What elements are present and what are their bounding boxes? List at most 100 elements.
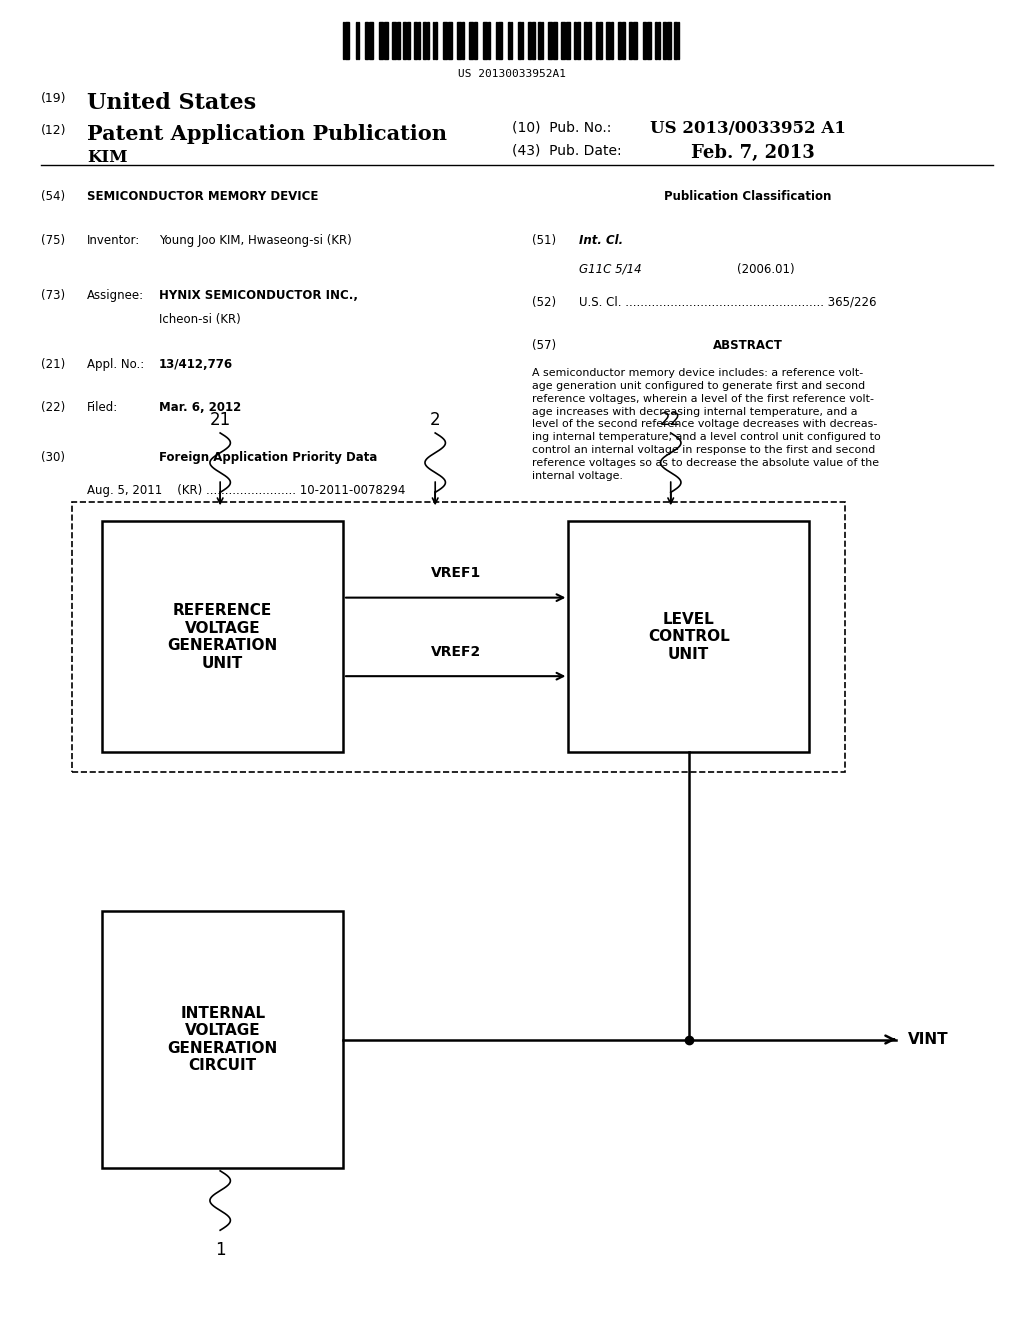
Bar xyxy=(622,22,625,59)
Bar xyxy=(435,22,436,59)
Bar xyxy=(538,22,541,59)
Text: U.S. Cl. ..................................................... 365/226: U.S. Cl. ...............................… xyxy=(579,296,877,309)
Bar xyxy=(496,22,497,59)
Bar xyxy=(407,22,410,59)
Bar xyxy=(565,22,569,59)
Text: United States: United States xyxy=(87,92,256,115)
Bar xyxy=(610,22,613,59)
Text: (21): (21) xyxy=(41,358,66,371)
Text: Feb. 7, 2013: Feb. 7, 2013 xyxy=(691,144,815,162)
Bar xyxy=(483,22,487,59)
Text: 22: 22 xyxy=(660,411,681,429)
Bar xyxy=(403,22,406,59)
Text: Inventor:: Inventor: xyxy=(87,234,140,247)
Bar xyxy=(618,22,621,59)
Text: (22): (22) xyxy=(41,401,66,414)
Bar xyxy=(630,22,632,59)
Text: REFERENCE
VOLTAGE
GENERATION
UNIT: REFERENCE VOLTAGE GENERATION UNIT xyxy=(168,603,278,671)
Bar xyxy=(433,22,434,59)
Text: LEVEL
CONTROL
UNIT: LEVEL CONTROL UNIT xyxy=(648,612,729,661)
Bar xyxy=(528,22,530,59)
Text: Mar. 6, 2012: Mar. 6, 2012 xyxy=(159,401,241,414)
Bar xyxy=(605,22,609,59)
Text: Appl. No.:: Appl. No.: xyxy=(87,358,144,371)
Bar xyxy=(522,22,523,59)
Bar xyxy=(518,22,521,59)
Bar xyxy=(499,22,502,59)
Bar xyxy=(343,22,344,59)
Bar xyxy=(675,22,677,59)
Text: (57): (57) xyxy=(532,339,557,352)
Text: (12): (12) xyxy=(41,124,67,137)
Text: (10)  Pub. No.:: (10) Pub. No.: xyxy=(512,120,611,135)
Text: VREF1: VREF1 xyxy=(430,566,481,581)
Text: Patent Application Publication: Patent Application Publication xyxy=(87,124,447,144)
Text: Assignee:: Assignee: xyxy=(87,289,144,302)
Text: SEMICONDUCTOR MEMORY DEVICE: SEMICONDUCTOR MEMORY DEVICE xyxy=(87,190,318,203)
Bar xyxy=(542,22,543,59)
Text: US 20130033952A1: US 20130033952A1 xyxy=(458,69,566,79)
Bar xyxy=(355,22,357,59)
Bar xyxy=(643,22,646,59)
Bar xyxy=(647,22,651,59)
Text: (73): (73) xyxy=(41,289,66,302)
Text: 13/412,776: 13/412,776 xyxy=(159,358,232,371)
FancyBboxPatch shape xyxy=(568,521,809,752)
Bar xyxy=(678,22,680,59)
Bar xyxy=(474,22,477,59)
Text: 21: 21 xyxy=(210,411,230,429)
Text: VREF2: VREF2 xyxy=(430,645,481,659)
Bar xyxy=(442,22,446,59)
Text: 2: 2 xyxy=(430,411,440,429)
Bar xyxy=(664,22,666,59)
Bar xyxy=(379,22,383,59)
Bar xyxy=(397,22,399,59)
Bar xyxy=(531,22,535,59)
Bar xyxy=(548,22,552,59)
Text: Icheon-si (KR): Icheon-si (KR) xyxy=(159,313,241,326)
Text: (51): (51) xyxy=(532,234,557,247)
Bar xyxy=(392,22,396,59)
Bar xyxy=(423,22,426,59)
Bar xyxy=(488,22,489,59)
Text: Publication Classification: Publication Classification xyxy=(664,190,831,203)
Text: Aug. 5, 2011    (KR) ........................ 10-2011-0078294: Aug. 5, 2011 (KR) ......................… xyxy=(87,484,406,498)
Text: (2006.01): (2006.01) xyxy=(737,263,795,276)
Bar xyxy=(633,22,637,59)
Text: Foreign Application Priority Data: Foreign Application Priority Data xyxy=(159,451,377,465)
Text: Young Joo KIM, Hwaseong-si (KR): Young Joo KIM, Hwaseong-si (KR) xyxy=(159,234,351,247)
Bar xyxy=(358,22,359,59)
Text: (54): (54) xyxy=(41,190,66,203)
Text: INTERNAL
VOLTAGE
GENERATION
CIRCUIT: INTERNAL VOLTAGE GENERATION CIRCUIT xyxy=(168,1006,278,1073)
Text: ABSTRACT: ABSTRACT xyxy=(713,339,782,352)
Bar xyxy=(384,22,388,59)
Text: (30): (30) xyxy=(41,451,65,465)
Bar xyxy=(596,22,598,59)
Bar xyxy=(667,22,671,59)
Text: A semiconductor memory device includes: a reference volt-
age generation unit co: A semiconductor memory device includes: … xyxy=(532,368,882,480)
Bar xyxy=(599,22,602,59)
FancyBboxPatch shape xyxy=(102,521,343,752)
Text: US 2013/0033952 A1: US 2013/0033952 A1 xyxy=(650,120,846,137)
Bar xyxy=(585,22,587,59)
Bar xyxy=(560,22,564,59)
Bar xyxy=(345,22,349,59)
Bar xyxy=(457,22,461,59)
Text: Filed:: Filed: xyxy=(87,401,119,414)
Bar xyxy=(508,22,510,59)
Bar xyxy=(511,22,512,59)
Text: 1: 1 xyxy=(215,1241,225,1259)
Text: (52): (52) xyxy=(532,296,557,309)
Text: (19): (19) xyxy=(41,92,67,106)
Bar xyxy=(370,22,373,59)
Bar xyxy=(577,22,580,59)
Text: KIM: KIM xyxy=(87,149,128,166)
Bar xyxy=(553,22,557,59)
Bar xyxy=(462,22,465,59)
Bar xyxy=(588,22,591,59)
Bar xyxy=(654,22,657,59)
Bar xyxy=(469,22,473,59)
Bar xyxy=(415,22,417,59)
Bar xyxy=(447,22,452,59)
Text: Int. Cl.: Int. Cl. xyxy=(579,234,623,247)
